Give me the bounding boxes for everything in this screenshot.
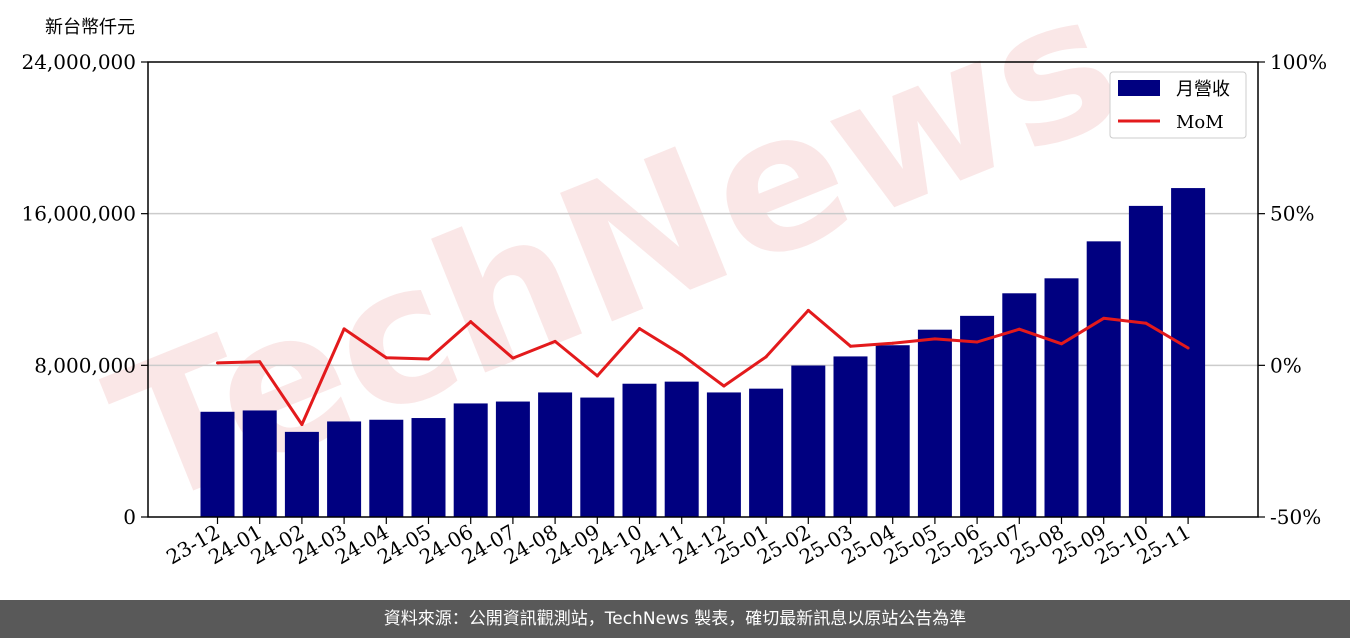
mom-line-series: [216, 308, 1190, 426]
mom-point-24-12: [722, 384, 726, 388]
monthly-revenue-chart: TechNews 08,000,00016,000,00024,000,000 …: [21, 0, 1327, 569]
legend-label-mom: MoM: [1176, 112, 1224, 133]
mom-point-24-02: [300, 422, 304, 426]
right-tick-label: -50%: [1270, 505, 1321, 529]
right-tick-label: 50%: [1270, 202, 1314, 226]
revenue-bar-24-12: [706, 392, 741, 517]
bar-series: [200, 188, 1206, 518]
revenue-bar-23-12: [200, 411, 235, 517]
mom-point-24-09: [595, 374, 599, 378]
mom-point-24-07: [511, 356, 515, 360]
mom-point-24-10: [638, 327, 641, 331]
right-y-axis: -50% 0% 50% 100%: [1258, 50, 1327, 529]
revenue-bar-25-02: [791, 365, 826, 517]
left-tick-label: 8,000,000: [34, 353, 136, 377]
revenue-bar-25-09: [1086, 241, 1121, 518]
plot-frame: [147, 61, 1259, 518]
x-axis: 23-1224-0124-0224-0324-0424-0524-0624-07…: [162, 517, 1195, 569]
revenue-bar-25-01: [749, 388, 784, 517]
mom-point-25-08: [1060, 342, 1063, 346]
mom-point-24-05: [427, 357, 430, 361]
revenue-bar-24-09: [580, 397, 615, 517]
revenue-bar-24-05: [411, 418, 446, 517]
mom-point-24-01: [258, 360, 262, 364]
mom-point-24-08: [553, 339, 557, 343]
revenue-bar-25-08: [1044, 278, 1079, 517]
revenue-bar-25-04: [875, 345, 910, 517]
legend-bar-swatch: [1118, 80, 1160, 96]
mom-point-25-10: [1144, 321, 1148, 325]
left-tick-label: 0: [123, 505, 136, 529]
mom-point-25-06: [975, 340, 979, 344]
revenue-bar-24-04: [369, 419, 404, 517]
revenue-bar-25-03: [833, 356, 868, 517]
revenue-bar-24-11: [664, 381, 699, 517]
mom-point-25-03: [849, 344, 852, 348]
revenue-bar-24-08: [538, 392, 573, 517]
mom-point-25-04: [891, 341, 895, 345]
mom-point-23-12: [216, 361, 219, 365]
left-tick-label: 16,000,000: [21, 202, 136, 226]
mom-point-25-01: [764, 355, 768, 359]
revenue-bar-24-06: [453, 403, 488, 517]
revenue-bar-25-06: [960, 315, 995, 517]
left-y-axis: 0 8,000,000 16,000,000 24,000,000: [21, 50, 148, 529]
revenue-bar-25-11: [1171, 188, 1206, 517]
legend-label-revenue: 月營收: [1176, 79, 1230, 100]
mom-point-25-07: [1017, 327, 1021, 331]
mom-point-24-11: [680, 353, 684, 357]
mom-point-25-11: [1186, 346, 1190, 350]
revenue-bar-25-10: [1128, 205, 1163, 518]
mom-point-25-02: [806, 308, 810, 312]
revenue-bar-24-07: [495, 401, 530, 517]
revenue-bar-24-03: [327, 421, 362, 517]
source-footer: 資料來源：公開資訊觀測站，TechNews 製表，確切最新訊息以原站公告為準: [0, 600, 1350, 638]
mom-point-24-03: [342, 327, 346, 331]
legend: 月營收 MoM: [1109, 71, 1247, 139]
revenue-bar-24-02: [284, 431, 319, 517]
left-tick-label: 24,000,000: [21, 50, 136, 74]
right-tick-label: 0%: [1270, 353, 1302, 377]
mom-point-24-06: [469, 320, 473, 324]
y-axis-label: 新台幣仟元: [45, 17, 135, 38]
revenue-bar-24-01: [242, 410, 277, 517]
mom-point-25-09: [1102, 316, 1106, 320]
revenue-bar-24-10: [622, 383, 657, 517]
mom-point-24-04: [384, 356, 388, 360]
mom-line: [217, 308, 1189, 426]
right-tick-label: 100%: [1270, 50, 1327, 74]
revenue-bar-25-05: [917, 329, 952, 517]
mom-point-25-05: [933, 337, 937, 341]
revenue-bar-25-07: [1002, 293, 1037, 517]
